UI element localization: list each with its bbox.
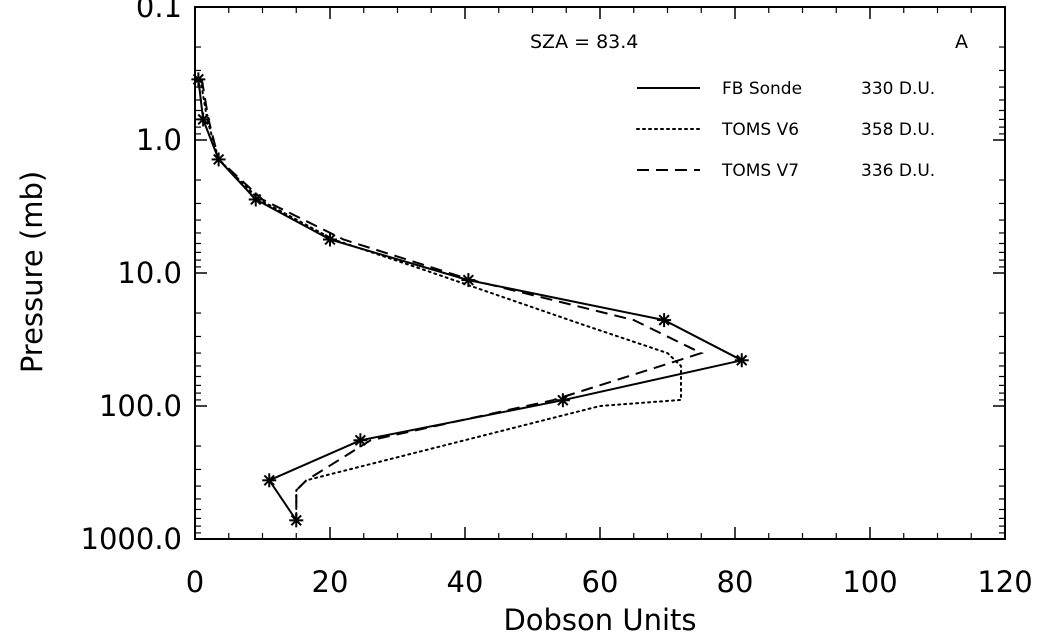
x-tick-label: 40 (447, 565, 484, 599)
x-tick-label: 80 (717, 565, 754, 599)
sza-annotation: SZA = 83.4 (530, 31, 638, 53)
x-tick-label: 60 (582, 565, 619, 599)
legend-series-name: FB Sonde (722, 79, 802, 99)
series-line-fb-sonde (197, 79, 745, 521)
data-point-asterisk (323, 232, 337, 247)
legend-series-name: TOMS V7 (721, 161, 799, 181)
data-point-asterisk (657, 313, 672, 328)
series-layer (191, 72, 749, 528)
axis-ticks (194, 6, 1006, 540)
y-tick-label: 100.0 (99, 389, 182, 423)
legend: FB Sonde 330 D.U. TOMS V6 358 D.U. TOMS V7 33… (636, 79, 935, 181)
legend-series-name: TOMS V6 (721, 120, 799, 140)
x-tick-label: 20 (312, 565, 349, 599)
panel-label: A (955, 31, 968, 53)
y-axis-title: Pressure (mb) (15, 171, 49, 373)
series-line-toms-v7 (200, 79, 704, 521)
y-tick-label: 10.0 (117, 256, 182, 290)
y-tick-label: 0.1 (136, 0, 182, 24)
x-tick-label: 0 (186, 565, 204, 599)
y-tick-label: 1000.0 (81, 522, 182, 556)
y-tick-label: 1.0 (136, 123, 182, 157)
y-tick-labels: 0.1 1.0 10.0 100.0 1000.0 (81, 0, 182, 556)
x-tick-label: 100 (842, 565, 897, 599)
legend-series-total: 358 D.U. (861, 120, 935, 140)
data-point-asterisk (262, 473, 277, 488)
data-point-asterisk (555, 393, 570, 408)
legend-series-total: 336 D.U. (861, 161, 935, 181)
x-tick-label: 120 (977, 565, 1032, 599)
legend-series-total: 330 D.U. (861, 79, 935, 99)
data-point-asterisk (734, 353, 749, 368)
x-axis-title: Dobson Units (503, 603, 696, 637)
data-point-asterisk (353, 433, 368, 448)
x-tick-labels: 0 20 40 60 80 100 120 (186, 565, 1033, 599)
series-line-toms-v6 (199, 78, 682, 522)
